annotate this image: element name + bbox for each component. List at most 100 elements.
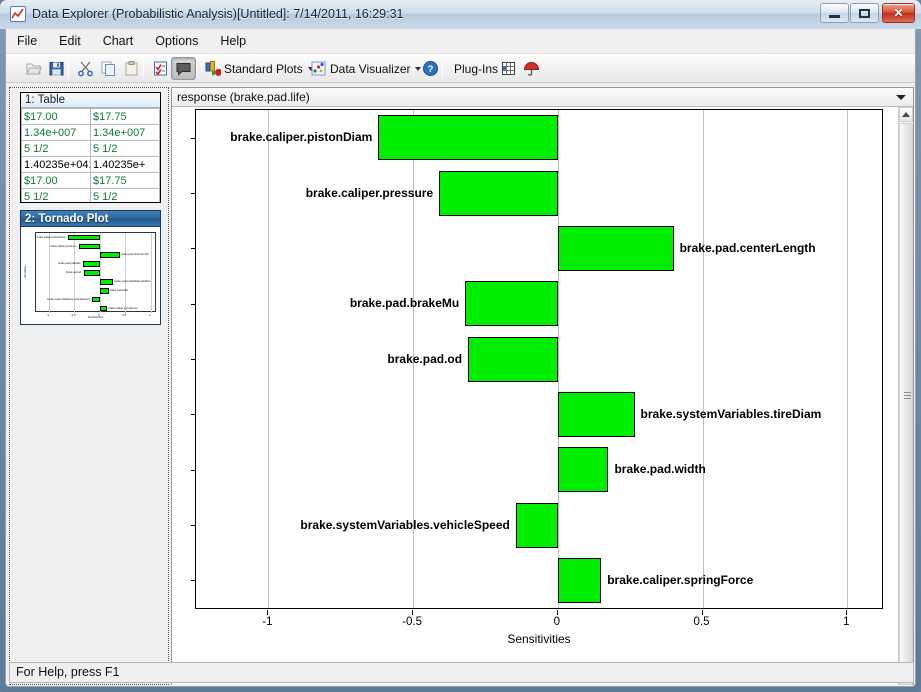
scrollbar-thumb[interactable] [899, 123, 913, 669]
thumbnail-grid-line [74, 233, 76, 313]
chevron-down-icon[interactable] [896, 95, 906, 100]
tornado-bar[interactable] [439, 171, 558, 216]
toolbar-separator-5 [442, 59, 443, 78]
umbrella-icon [523, 60, 540, 77]
thumbnail-grid-line [48, 233, 50, 313]
grid-line [702, 110, 704, 608]
data-visualizer-label: Data Visualizer [330, 61, 411, 76]
paste-button[interactable] [119, 57, 144, 80]
toolbar: Standard Plots Data Visualizer [6, 54, 915, 83]
y-axis-tick [191, 359, 196, 360]
tornado-bar[interactable] [468, 337, 558, 382]
menu-bar: File Edit Chart Options Help [6, 29, 915, 54]
table-cell: 5 1/2 [21, 140, 91, 157]
thumbnail-bar [78, 243, 100, 250]
data-table[interactable]: $17.00 $17.75 1.34e+007 1.34e+007 5 1/2 … [21, 108, 160, 202]
menu-item-edit[interactable]: Edit [59, 34, 81, 48]
y-axis-tick [191, 193, 196, 194]
menu-item-help[interactable]: Help [220, 34, 247, 48]
tornado-chart: brake.caliper.pistonDiam brake.caliper.pr… [172, 107, 899, 685]
menu-item-file[interactable]: File [17, 34, 38, 48]
tornado-bar-label: brake.pad.centerLength [679, 241, 816, 255]
response-selector[interactable]: response (brake.pad.life) [172, 88, 913, 107]
thumbnail-bar [83, 270, 100, 276]
thumbnail-bar-label: brake.systemVariables.vehicleSpeed [47, 297, 90, 301]
left-dock-panel: 1: Table $17.00 $17.75 1.34e+007 1.34e+0… [9, 87, 169, 685]
y-axis-tick [191, 138, 196, 139]
x-axis-tick [556, 610, 558, 615]
matrix-button[interactable] [496, 57, 521, 80]
tornado-bar[interactable] [557, 558, 602, 603]
scroll-up-button[interactable] [899, 107, 913, 122]
table-row[interactable]: 1.34e+007 1.34e+007 [21, 124, 160, 141]
tornado-bar-label: brake.systemVariables.tireDiam [640, 407, 822, 421]
tornado-thumbnail[interactable]: brake.caliper.pistonDiam brake.caliper.pr… [21, 227, 160, 324]
response-label: response (brake.pad.life) [177, 90, 310, 104]
toolbar-separator-3 [196, 59, 197, 78]
toolbar-separator-4 [413, 59, 414, 78]
vertical-scrollbar[interactable] [898, 107, 913, 685]
grid-line [557, 110, 559, 608]
tornado-bar[interactable] [557, 447, 609, 492]
menu-item-chart[interactable]: Chart [102, 34, 134, 48]
close-icon: ✕ [893, 6, 904, 20]
open-button[interactable] [21, 57, 46, 80]
y-axis-tick [191, 525, 196, 526]
document-area: response (brake.pad.life) brake.caliper.… [171, 87, 914, 685]
maximize-button[interactable] [850, 3, 879, 23]
tornado-bar[interactable] [557, 392, 635, 437]
tornado-panel-title: 2: Tornado Plot [21, 211, 160, 227]
umbrella-button[interactable] [519, 57, 544, 80]
table-panel-title: 1: Table [21, 93, 160, 108]
plug-ins-label: Plug-Ins [454, 61, 499, 76]
window-title: Data Explorer (Probabilistic Analysis)[U… [32, 7, 404, 21]
thumbnail-bar-label: brake.pad.centerLength [121, 253, 149, 257]
copy-button[interactable] [96, 57, 121, 80]
tornado-bar[interactable] [515, 503, 558, 548]
chevron-down-icon [307, 66, 314, 71]
thumbnail-bar-label: brake.caliper.pistonDiam [36, 235, 66, 239]
open-folder-icon [25, 60, 42, 77]
menu-item-options[interactable]: Options [155, 34, 199, 48]
thumbnail-grid-line [99, 233, 101, 313]
x-axis-tick [701, 610, 703, 615]
annotation-button[interactable] [171, 57, 196, 80]
x-axis-label: Sensitivities [507, 632, 571, 646]
thumbnail-bar-label: brake.caliper.springForce [108, 306, 138, 310]
tornado-bar[interactable] [378, 115, 558, 160]
plug-ins-button[interactable]: Plug-Ins [447, 57, 502, 80]
x-axis-tick-label: 0.5 [693, 616, 710, 628]
table-row[interactable]: 1.40235e+041 1.40235e+ [21, 156, 160, 173]
thumbnail-grid-line [150, 233, 152, 313]
x-axis-tick [267, 610, 269, 615]
tornado-bar-label: brake.pad.width [614, 462, 706, 476]
table-row[interactable]: 5 1/2 5 1/2 [21, 140, 160, 157]
thumbnail-bar-label: brake.caliper.pressure [50, 244, 76, 248]
minimize-button[interactable] [820, 3, 849, 23]
grid-line [268, 110, 270, 608]
table-window-panel[interactable]: 1: Table $17.00 $17.75 1.34e+007 1.34e+0… [20, 92, 161, 203]
standard-plots-button[interactable]: Standard Plots [200, 57, 318, 80]
thumbnail-bar [92, 296, 100, 303]
help-button[interactable]: ? [418, 57, 443, 80]
table-cell: 1.40235e+ [90, 156, 160, 173]
scatter-plot-icon [310, 60, 327, 77]
data-visualizer-button[interactable]: Data Visualizer [306, 57, 425, 80]
grid-line [847, 110, 849, 608]
thumbnail-bar [68, 234, 100, 241]
thumbnail-bar-label: brake.pad.brakeMu [58, 262, 81, 266]
question-circle-icon: ? [422, 60, 439, 77]
table-row[interactable]: $17.00 $17.75 [21, 172, 160, 189]
x-axis-tick [412, 610, 414, 615]
table-row[interactable]: $17.00 $17.75 [21, 108, 160, 125]
close-button[interactable]: ✕ [882, 3, 915, 23]
checklist-icon [152, 60, 169, 77]
table-row[interactable]: 5 1/2 5 1/2 [21, 188, 160, 202]
tornado-bar[interactable] [465, 281, 558, 326]
checklist-button[interactable] [148, 57, 173, 80]
tornado-bar[interactable] [557, 226, 674, 271]
tornado-plot-window-panel[interactable]: 2: Tornado Plot brake.caliper.pistonDiam… [20, 210, 161, 325]
save-button[interactable] [44, 57, 69, 80]
cut-button[interactable] [73, 57, 98, 80]
